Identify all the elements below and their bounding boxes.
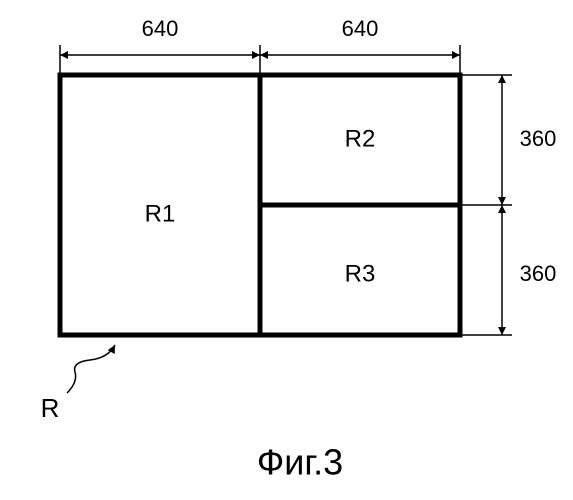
region-r2-label: R2 <box>345 125 376 152</box>
reference-r: R <box>41 345 115 423</box>
reference-r-label: R <box>41 393 60 423</box>
dim-right-bottom-value: 360 <box>520 261 557 286</box>
figure-caption: Фиг.3 <box>257 442 343 483</box>
region-r1-label: R1 <box>145 200 176 227</box>
dim-top-left-value: 640 <box>142 16 179 41</box>
dim-right-top-value: 360 <box>520 126 557 151</box>
dimension-right: 360 360 <box>460 75 556 335</box>
dimension-top: 640 640 <box>60 16 460 75</box>
region-r3-label: R3 <box>345 260 376 287</box>
main-rectangle: R1 R2 R3 <box>60 75 460 335</box>
diagram-svg: 640 640 360 360 R1 R2 R3 R Фиг.3 <box>0 0 573 500</box>
dim-top-right-value: 640 <box>342 16 379 41</box>
